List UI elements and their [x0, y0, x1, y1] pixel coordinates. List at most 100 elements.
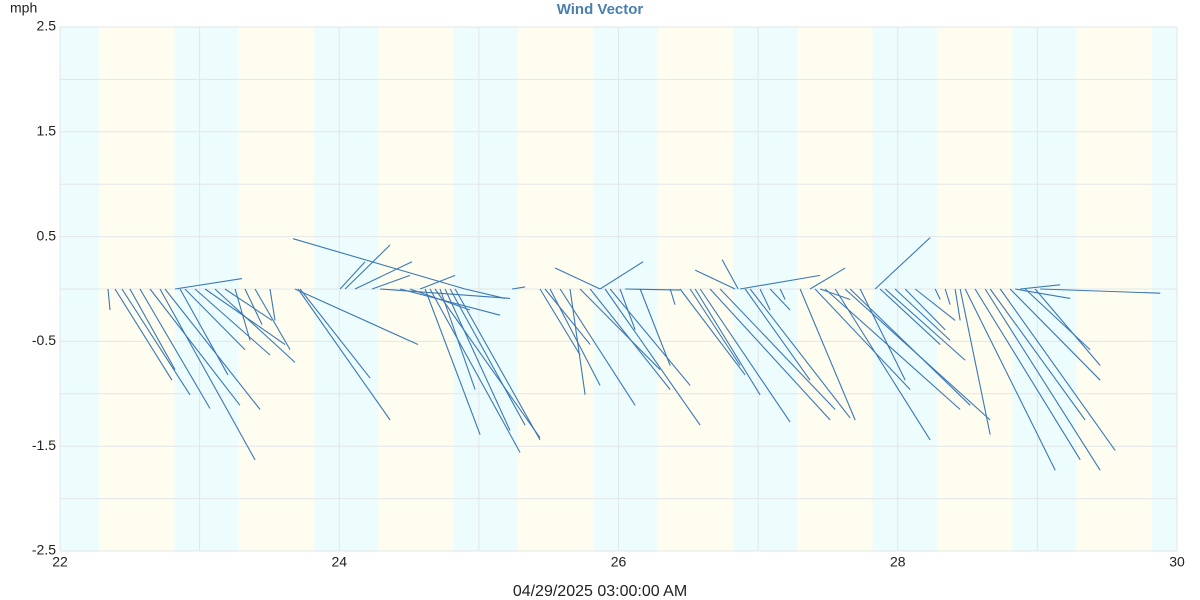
- wind-vector: [1034, 288, 1101, 366]
- wind-vector: [819, 288, 851, 300]
- wind-vector: [984, 288, 1101, 471]
- wind-vector: [297, 288, 391, 421]
- x-axis-label: 04/29/2025 03:00:00 AM: [513, 583, 687, 600]
- wind-vector: [454, 288, 541, 441]
- wind-vector: [159, 288, 256, 461]
- wind-vector: [989, 288, 1086, 421]
- y-tick-label: 1.5: [37, 123, 57, 139]
- wind-vector: [679, 288, 746, 376]
- wind-vector: [694, 288, 761, 396]
- wind-vector: [814, 288, 911, 390]
- wind-vector: [749, 288, 851, 419]
- wind-vector: [434, 288, 541, 439]
- wind-vector: [579, 288, 661, 371]
- wind-vector: [184, 288, 246, 351]
- wind-vector: [439, 288, 476, 390]
- wind-vector: [234, 288, 251, 341]
- wind-vector: [174, 277, 243, 290]
- wind-vector: [549, 288, 601, 386]
- wind-vector: [699, 288, 791, 423]
- wind-vector: [974, 288, 1081, 461]
- wind-vector: [569, 288, 586, 395]
- wind-vector: [709, 288, 831, 421]
- wind-vector: [744, 288, 811, 381]
- wind-vector: [944, 288, 951, 305]
- x-tick-label: 26: [611, 554, 627, 570]
- wind-vector: [554, 267, 601, 290]
- wind-vector: [964, 288, 1056, 471]
- wind-vector: [999, 288, 1116, 451]
- wind-vector: [512, 286, 526, 290]
- wind-vector: [164, 288, 261, 410]
- wind-vector: [721, 259, 739, 290]
- wind-vector: [224, 288, 273, 321]
- wind-vector: [954, 288, 961, 321]
- wind-vector: [429, 288, 521, 453]
- wind-vector: [339, 261, 366, 290]
- wind-vector: [894, 288, 951, 341]
- wind-vector: [694, 269, 736, 290]
- wind-vector: [859, 288, 906, 381]
- wind-vector: [354, 261, 413, 290]
- wind-vector: [589, 288, 671, 390]
- wind-vector: [874, 237, 931, 290]
- y-tick-label: 2.5: [37, 18, 57, 34]
- wind-vector: [769, 288, 791, 311]
- wind-vector: [689, 288, 741, 366]
- wind-vector: [244, 288, 263, 325]
- wind-vector: [371, 274, 411, 290]
- wind-vector: [424, 288, 481, 435]
- y-tick-label: -0.5: [32, 332, 56, 348]
- wind-vector: [399, 288, 501, 316]
- x-tick-label: 22: [52, 554, 68, 570]
- wind-vector: [214, 288, 296, 363]
- wind-vector: [740, 274, 821, 290]
- y-tick-label: -1.5: [32, 437, 56, 453]
- wind-vector: [599, 261, 644, 290]
- wind-vector: [114, 288, 173, 381]
- wind-vector: [914, 288, 956, 321]
- wind-vector: [719, 288, 836, 410]
- wind-vector: [344, 244, 391, 290]
- y-tick-label: -2.5: [32, 542, 56, 558]
- wind-vector: [539, 288, 581, 356]
- wind-vector: [779, 288, 786, 300]
- wind-vector: [1009, 288, 1101, 381]
- wind-vector: [759, 288, 771, 311]
- wind-vector: [299, 288, 371, 379]
- x-tick-label: 24: [331, 554, 347, 570]
- wind-vector: [179, 288, 229, 376]
- x-tick-label: 28: [890, 554, 906, 570]
- wind-vector: [149, 288, 241, 406]
- wind-vector: [809, 267, 846, 290]
- wind-vector: [639, 288, 671, 366]
- wind-vector: [609, 288, 691, 386]
- wind-vector: [884, 288, 966, 361]
- wind-vector: [1015, 288, 1071, 299]
- wind-vector: [904, 288, 946, 331]
- wind-vector: [294, 288, 419, 346]
- wind-vector: [959, 288, 991, 435]
- wind-vector: [619, 288, 636, 331]
- wind-vector: [604, 288, 701, 426]
- wind-vector: [799, 288, 856, 421]
- wind-vector: [879, 288, 941, 345]
- wind-vector: [254, 288, 291, 351]
- wind-vector: [269, 288, 276, 321]
- wind-vector: [419, 274, 456, 290]
- wind-vector: [1024, 288, 1091, 351]
- wind-vector: [292, 238, 466, 290]
- wind-vector: [129, 288, 176, 370]
- wind-vector: [934, 288, 941, 300]
- wind-vector: [464, 288, 506, 299]
- y-axis-label: mph: [10, 0, 37, 16]
- wind-vector: [379, 288, 511, 299]
- wind-vector: [544, 288, 591, 345]
- wind-vector: [669, 288, 676, 305]
- wind-vector: [1020, 284, 1061, 290]
- wind-vector: [194, 288, 271, 356]
- wind-vector: [834, 288, 931, 441]
- wind-vector: [444, 288, 511, 431]
- wind-vector: [449, 288, 526, 426]
